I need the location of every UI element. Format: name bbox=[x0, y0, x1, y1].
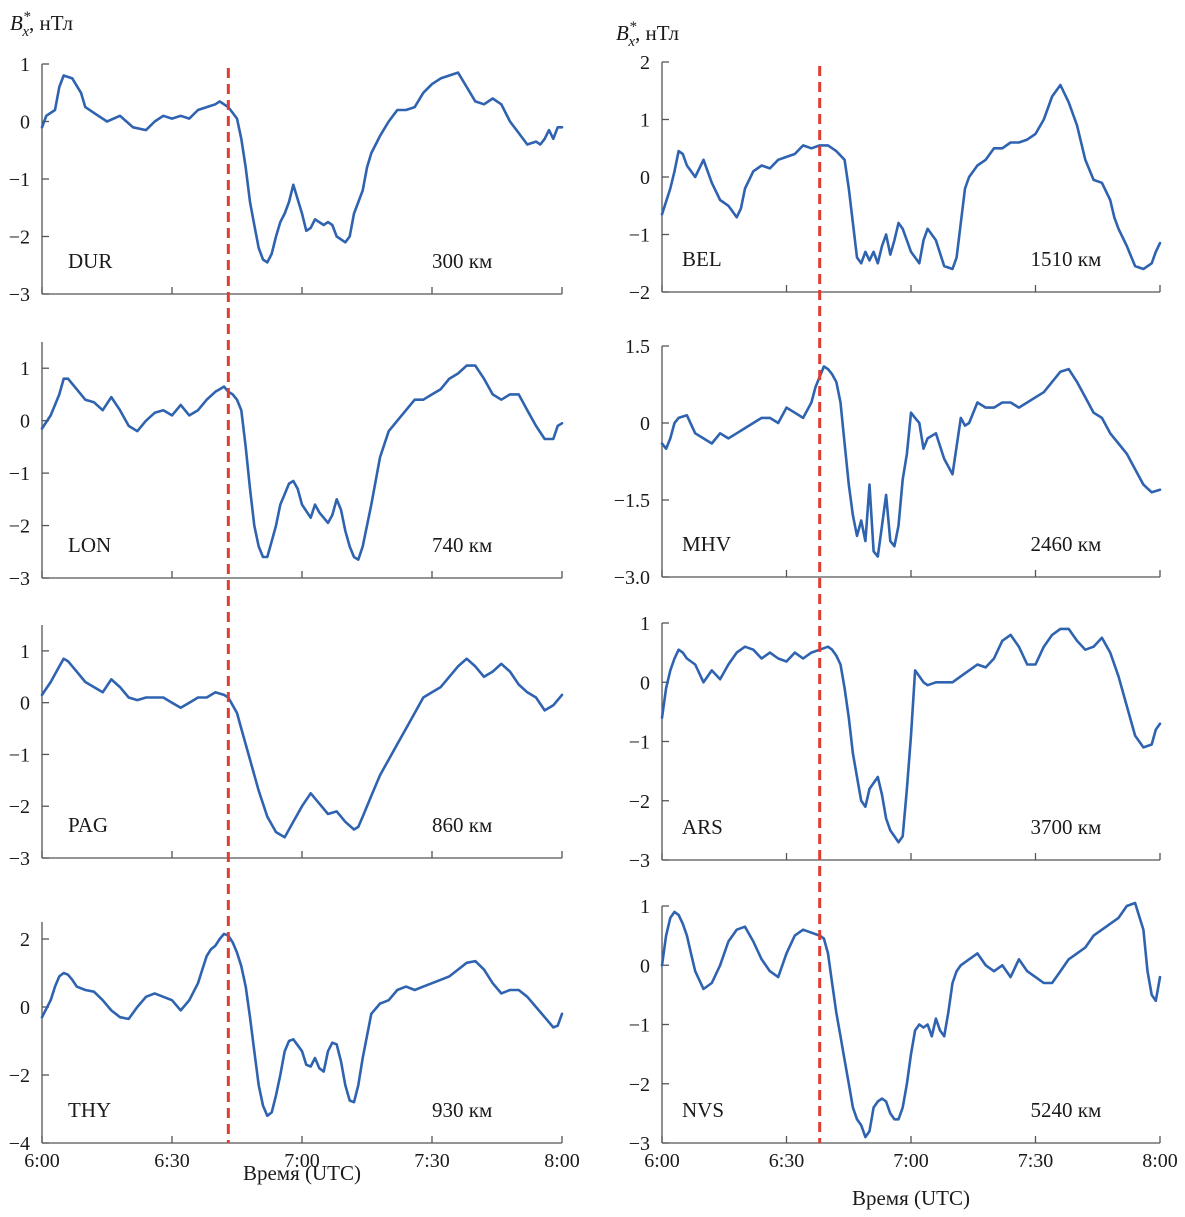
distance-label: 300 км bbox=[432, 249, 492, 273]
x-axis-label: Время (UTC) bbox=[243, 1161, 361, 1185]
column-labels: B* x, нТл Время (UTC) B* x, нТл Время (UTC) bbox=[10, 9, 970, 1210]
y-tick-label: −1 bbox=[9, 463, 30, 485]
series-line-lon bbox=[40, 364, 564, 561]
y-tick-label: −1 bbox=[629, 1015, 650, 1037]
station-label: LON bbox=[68, 533, 111, 557]
y-axis-label: B* x, нТл bbox=[616, 19, 679, 50]
x-tick-label: 7:00 bbox=[893, 1150, 929, 1172]
y-tick-label: 1.5 bbox=[625, 336, 650, 358]
y-tick-label: −3.0 bbox=[614, 567, 650, 589]
x-tick-label: 8:00 bbox=[544, 1150, 580, 1172]
y-tick-label: −2 bbox=[629, 282, 650, 304]
y-tick-label: 0 bbox=[640, 413, 650, 435]
series-line-pag bbox=[40, 657, 564, 839]
x-tick-label: 6:00 bbox=[644, 1150, 680, 1172]
distance-label: 930 км bbox=[432, 1098, 492, 1122]
y-axis-label: B* x, нТл bbox=[10, 9, 73, 40]
station-label: MHV bbox=[682, 532, 731, 556]
x-tick-label: 7:30 bbox=[414, 1150, 450, 1172]
x-axis-label: Время (UTC) bbox=[852, 1186, 970, 1210]
y-tick-label: 1 bbox=[640, 110, 650, 132]
y-tick-label: 0 bbox=[640, 167, 650, 189]
y-tick-label: 2 bbox=[640, 52, 650, 74]
y-tick-label: −2 bbox=[629, 791, 650, 813]
y-tick-label: 0 bbox=[640, 955, 650, 977]
panel-lon: 1 0 −1 −2 −3 LON 740 км bbox=[9, 342, 564, 590]
series-line-nvs bbox=[660, 901, 1162, 1139]
y-tick-label: 1 bbox=[20, 358, 30, 380]
y-tick-label: 2 bbox=[20, 929, 30, 951]
x-tick-label: 6:30 bbox=[769, 1150, 805, 1172]
event-lines bbox=[226, 66, 822, 1143]
x-tick-label: 6:30 bbox=[154, 1150, 190, 1172]
station-label: ARS bbox=[682, 815, 723, 839]
x-tick-label: 6:00 bbox=[24, 1150, 60, 1172]
x-tick-label: 7:30 bbox=[1018, 1150, 1054, 1172]
y-tick-label: 1 bbox=[20, 54, 30, 76]
series-line-bel bbox=[660, 83, 1162, 271]
y-tick-label: −3 bbox=[629, 1133, 650, 1155]
y-tick-label: 1 bbox=[20, 641, 30, 663]
series-line-mhv bbox=[660, 365, 1162, 558]
x-tick-label: 8:00 bbox=[1142, 1150, 1178, 1172]
y-tick-label: 0 bbox=[20, 411, 30, 433]
distance-label: 740 км bbox=[432, 533, 492, 557]
y-tick-label: −4 bbox=[9, 1133, 30, 1155]
y-tick-label: 0 bbox=[20, 997, 30, 1019]
y-tick-label: 0 bbox=[20, 693, 30, 715]
chart-panels: 1 0 −1 −2 −3 DUR 300 км 1 0 −1 −2 −3 LON 740 км 1 0 −1 −2… bbox=[9, 52, 1178, 1172]
station-label: PAG bbox=[68, 813, 108, 837]
y-tick-label: −2 bbox=[9, 796, 30, 818]
y-tick-label: −3 bbox=[629, 850, 650, 872]
station-label: DUR bbox=[68, 249, 112, 273]
panel-mhv: 1.5 0 −1.5 −3.0 MHV 2460 км bbox=[614, 336, 1162, 589]
x-tick-label: 7:00 bbox=[284, 1150, 320, 1172]
y-tick-label: −1 bbox=[9, 744, 30, 766]
series-line-thy bbox=[40, 932, 564, 1118]
distance-label: 3700 км bbox=[1031, 815, 1102, 839]
y-tick-label: −1.5 bbox=[614, 490, 650, 512]
y-tick-label: −3 bbox=[9, 284, 30, 306]
y-tick-label: −2 bbox=[9, 516, 30, 538]
y-tick-label: −3 bbox=[9, 568, 30, 590]
y-tick-label: 1 bbox=[640, 896, 650, 918]
panel-pag: 1 0 −1 −2 −3 PAG 860 км bbox=[9, 625, 564, 870]
y-tick-label: −1 bbox=[9, 169, 30, 191]
panel-dur: 1 0 −1 −2 −3 DUR 300 км bbox=[9, 54, 564, 306]
panel-nvs: 1 0 −1 −2 −36:00 6:30 7:00 7:30 8:00 NVS 5240 км bbox=[629, 896, 1178, 1172]
y-tick-label: 0 bbox=[20, 112, 30, 134]
panel-ars: 1 0 −1 −2 −3 ARS 3700 км bbox=[629, 613, 1162, 872]
y-tick-label: −1 bbox=[629, 732, 650, 754]
series-line-ars bbox=[660, 627, 1162, 844]
station-label: BEL bbox=[682, 247, 722, 271]
y-tick-label: −2 bbox=[9, 227, 30, 249]
y-tick-label: 0 bbox=[640, 672, 650, 694]
station-label: NVS bbox=[682, 1098, 724, 1122]
station-label: THY bbox=[68, 1098, 111, 1122]
series-line-dur bbox=[40, 71, 564, 264]
y-tick-label: −3 bbox=[9, 848, 30, 870]
y-tick-label: 1 bbox=[640, 613, 650, 635]
panel-bel: 2 1 0 −1 −2 BEL 1510 км bbox=[629, 52, 1162, 304]
y-tick-label: −2 bbox=[9, 1065, 30, 1087]
y-tick-label: −1 bbox=[629, 225, 650, 247]
distance-label: 1510 км bbox=[1031, 247, 1102, 271]
y-tick-label: −2 bbox=[629, 1074, 650, 1096]
distance-label: 860 км bbox=[432, 813, 492, 837]
distance-label: 2460 км bbox=[1031, 532, 1102, 556]
panel-thy: 2 0 −2 −46:00 6:30 7:00 7:30 8:00 THY 930 км bbox=[9, 922, 580, 1172]
distance-label: 5240 км bbox=[1031, 1098, 1102, 1122]
